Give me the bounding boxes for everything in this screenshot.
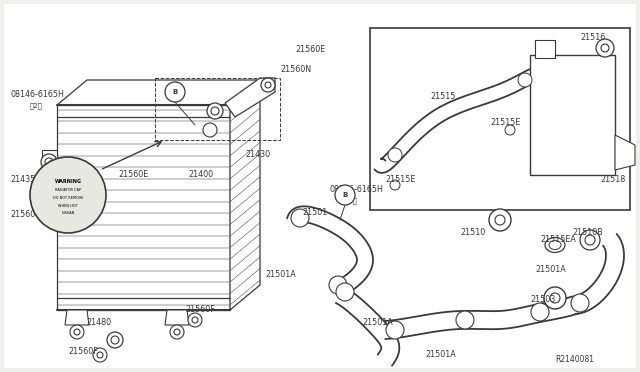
Circle shape — [550, 293, 560, 303]
Circle shape — [93, 348, 107, 362]
Text: 21560N: 21560N — [280, 65, 311, 74]
Polygon shape — [230, 80, 260, 310]
Text: 21501A: 21501A — [425, 350, 456, 359]
Text: 21515E: 21515E — [490, 118, 520, 127]
Circle shape — [45, 158, 53, 166]
Circle shape — [203, 123, 217, 137]
Text: 21435: 21435 — [10, 175, 35, 184]
Circle shape — [170, 325, 184, 339]
Circle shape — [329, 276, 347, 294]
Circle shape — [456, 311, 474, 329]
Text: 21516: 21516 — [580, 33, 605, 42]
Circle shape — [188, 313, 202, 327]
Text: 21510B: 21510B — [572, 228, 603, 237]
Text: 21518: 21518 — [600, 175, 625, 184]
Text: 21501: 21501 — [302, 208, 327, 217]
Circle shape — [192, 317, 198, 323]
Bar — [155, 78, 280, 140]
Text: 21560E: 21560E — [295, 45, 325, 54]
Polygon shape — [42, 150, 57, 175]
Text: 21560E: 21560E — [118, 170, 148, 179]
Circle shape — [70, 325, 84, 339]
Text: DO NOT REMOVE: DO NOT REMOVE — [53, 196, 83, 200]
Text: 21501A: 21501A — [535, 265, 566, 274]
Bar — [535, 40, 555, 58]
Text: 21560F: 21560F — [68, 347, 98, 356]
Circle shape — [165, 82, 185, 102]
Text: 21501A: 21501A — [362, 318, 393, 327]
Circle shape — [211, 107, 219, 115]
Text: 21560F: 21560F — [185, 305, 215, 314]
Circle shape — [495, 215, 505, 225]
Text: 08146-6165H: 08146-6165H — [330, 185, 384, 194]
Text: WHEN HOT: WHEN HOT — [58, 204, 78, 208]
Text: 21480: 21480 — [86, 318, 111, 327]
Circle shape — [174, 329, 180, 335]
Text: B: B — [172, 89, 178, 95]
Circle shape — [386, 321, 404, 339]
Polygon shape — [65, 310, 89, 325]
Text: 21515E: 21515E — [385, 175, 415, 184]
Circle shape — [207, 103, 223, 119]
Text: 21515EA: 21515EA — [540, 235, 576, 244]
Text: WARNING: WARNING — [54, 179, 81, 183]
Ellipse shape — [549, 241, 561, 250]
Circle shape — [97, 352, 103, 358]
Circle shape — [585, 235, 595, 245]
Text: R2140081: R2140081 — [555, 355, 594, 364]
Polygon shape — [615, 135, 635, 170]
Circle shape — [336, 283, 354, 301]
Text: 〈2〉: 〈2〉 — [30, 102, 43, 109]
Text: 21515: 21515 — [430, 92, 456, 101]
Circle shape — [291, 209, 309, 227]
Bar — [370, 28, 630, 210]
Text: 21430: 21430 — [245, 150, 270, 159]
Text: 21400: 21400 — [188, 170, 213, 179]
Polygon shape — [225, 78, 275, 117]
Circle shape — [580, 230, 600, 250]
Text: NISSAN: NISSAN — [61, 211, 75, 215]
Text: 〈2〉: 〈2〉 — [345, 197, 358, 203]
Text: 08146-6165H: 08146-6165H — [10, 90, 64, 99]
Circle shape — [388, 148, 402, 162]
Circle shape — [335, 185, 355, 205]
Polygon shape — [57, 105, 230, 310]
Circle shape — [261, 78, 275, 92]
Text: B: B — [342, 192, 348, 198]
Circle shape — [41, 154, 57, 170]
Ellipse shape — [545, 237, 565, 253]
Circle shape — [571, 294, 589, 312]
Polygon shape — [165, 310, 189, 325]
Text: 21503: 21503 — [530, 295, 556, 304]
Text: 21501A: 21501A — [265, 270, 296, 279]
Circle shape — [265, 82, 271, 88]
Circle shape — [74, 329, 80, 335]
Circle shape — [107, 332, 123, 348]
Text: RADIATOR CAP: RADIATOR CAP — [55, 188, 81, 192]
Circle shape — [390, 180, 400, 190]
Text: 21560N: 21560N — [10, 210, 41, 219]
Circle shape — [505, 125, 515, 135]
Circle shape — [30, 157, 106, 233]
Text: 21510: 21510 — [460, 228, 485, 237]
Circle shape — [111, 336, 119, 344]
Polygon shape — [530, 55, 615, 175]
Circle shape — [518, 73, 532, 87]
Circle shape — [601, 44, 609, 52]
Circle shape — [531, 303, 549, 321]
Circle shape — [544, 287, 566, 309]
Circle shape — [489, 209, 511, 231]
Polygon shape — [57, 80, 260, 105]
Circle shape — [596, 39, 614, 57]
